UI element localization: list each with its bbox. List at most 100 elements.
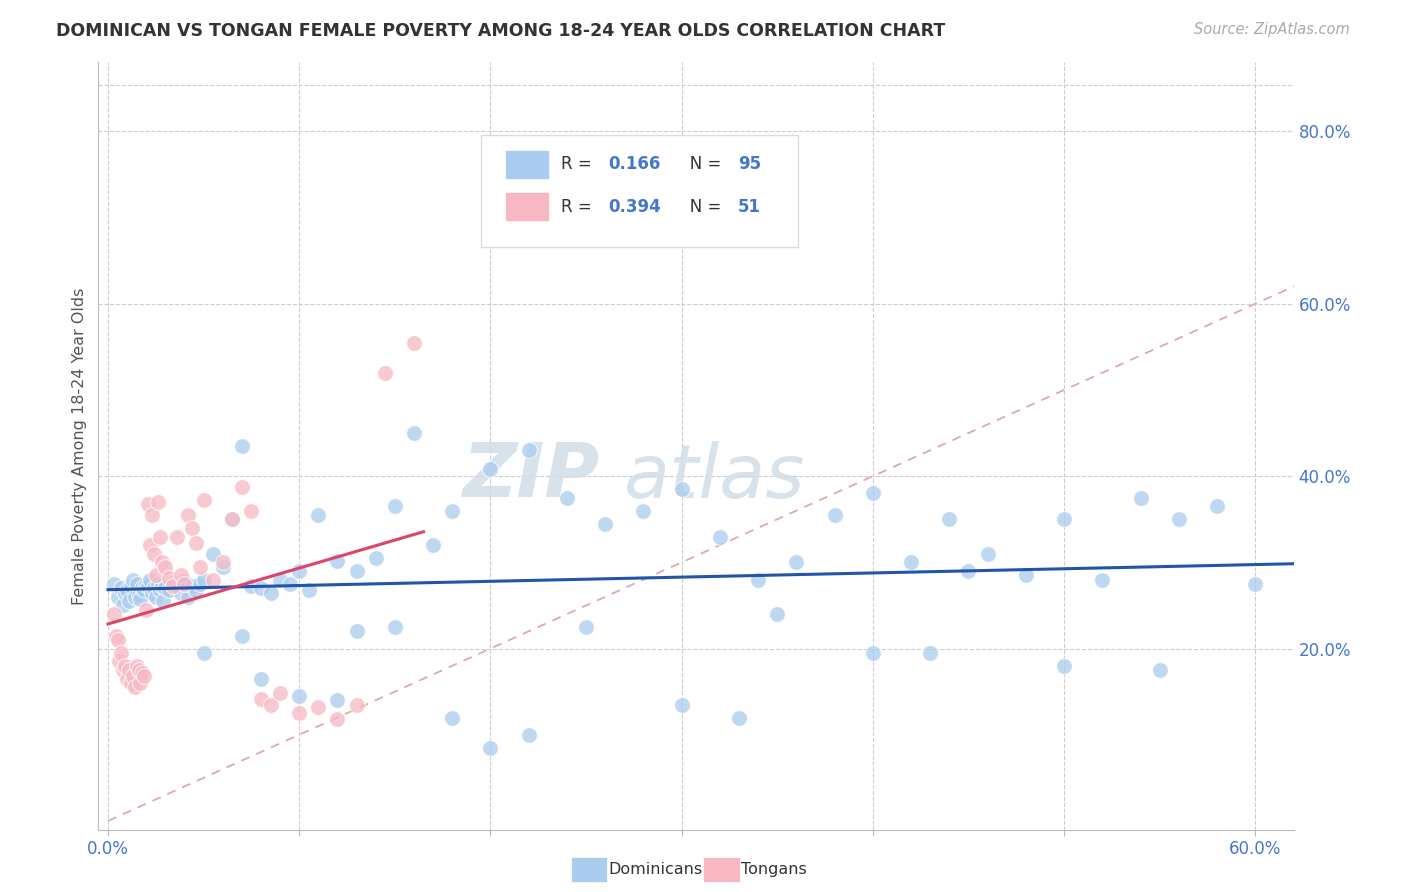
Point [326,554,349,568]
Point [120,580,142,594]
Point [157,582,180,597]
Point [193,493,215,508]
Point [593,516,616,531]
Point [107,632,129,647]
Point [152,594,174,608]
Point [747,573,769,587]
Point [110,581,132,595]
Point [269,686,291,700]
Point [136,580,159,594]
Point [709,529,731,543]
Point [920,646,942,660]
Point [135,577,157,591]
Point [162,577,184,591]
Point [326,693,349,707]
Text: atlas: atlas [624,441,806,513]
Point [957,564,980,578]
Point [149,582,172,597]
Point [145,590,167,604]
Point [231,439,253,453]
Point [269,573,291,587]
Point [250,691,273,706]
Point [193,646,215,660]
Point [184,582,207,597]
Point [125,658,148,673]
Point [976,547,998,561]
Point [384,500,406,514]
Point [136,497,159,511]
Point [121,669,143,683]
Point [240,503,263,517]
Point [193,573,215,587]
Point [259,585,281,599]
Point [115,582,138,597]
Point [128,663,150,677]
Point [240,580,263,594]
Point [155,581,177,595]
Point [166,580,188,594]
Point [517,728,540,742]
Text: N =: N = [675,155,727,173]
Text: Dominicans: Dominicans [609,863,703,877]
Text: 95: 95 [738,155,761,173]
Point [131,581,153,595]
Point [169,568,191,582]
Point [288,689,311,703]
Point [1053,512,1076,526]
Point [728,710,751,724]
Point [141,585,163,599]
Point [110,646,132,660]
Point [517,443,540,458]
Point [221,512,243,526]
Point [146,495,169,509]
Point [1129,491,1152,505]
Point [346,698,368,712]
Point [131,665,153,680]
Point [115,672,138,686]
Point [188,577,211,591]
FancyBboxPatch shape [481,136,797,246]
Point [221,512,243,526]
Point [202,573,225,587]
Point [181,580,204,594]
Text: DOMINICAN VS TONGAN FEMALE POVERTY AMONG 18-24 YEAR OLDS CORRELATION CHART: DOMINICAN VS TONGAN FEMALE POVERTY AMONG… [56,22,945,40]
Point [184,536,207,550]
Point [129,676,152,690]
Point [402,335,425,350]
Point [118,594,141,608]
Point [231,479,253,493]
Text: Source: ZipAtlas.com: Source: ZipAtlas.com [1194,22,1350,37]
Point [671,482,693,496]
Text: ZIP: ZIP [463,440,600,513]
Point [118,663,141,677]
Point [633,503,655,517]
Point [146,577,169,591]
Point [671,698,693,712]
Point [188,559,211,574]
Point [107,590,129,604]
Point [231,629,253,643]
Point [441,710,464,724]
Point [142,547,165,561]
Point [479,740,502,755]
Point [114,658,136,673]
Point [173,574,195,589]
Point [900,555,922,569]
Point [288,564,311,578]
Point [120,676,142,690]
Point [346,564,368,578]
Point [177,590,200,604]
Point [128,588,150,602]
Point [211,555,233,569]
Point [134,669,156,683]
Point [938,512,960,526]
Text: N =: N = [675,198,727,216]
Point [142,581,165,595]
Point [441,503,464,517]
Point [112,599,135,613]
Point [166,529,188,543]
Point [785,555,807,569]
Point [139,538,162,552]
Point [173,577,195,591]
Point [1091,573,1114,587]
